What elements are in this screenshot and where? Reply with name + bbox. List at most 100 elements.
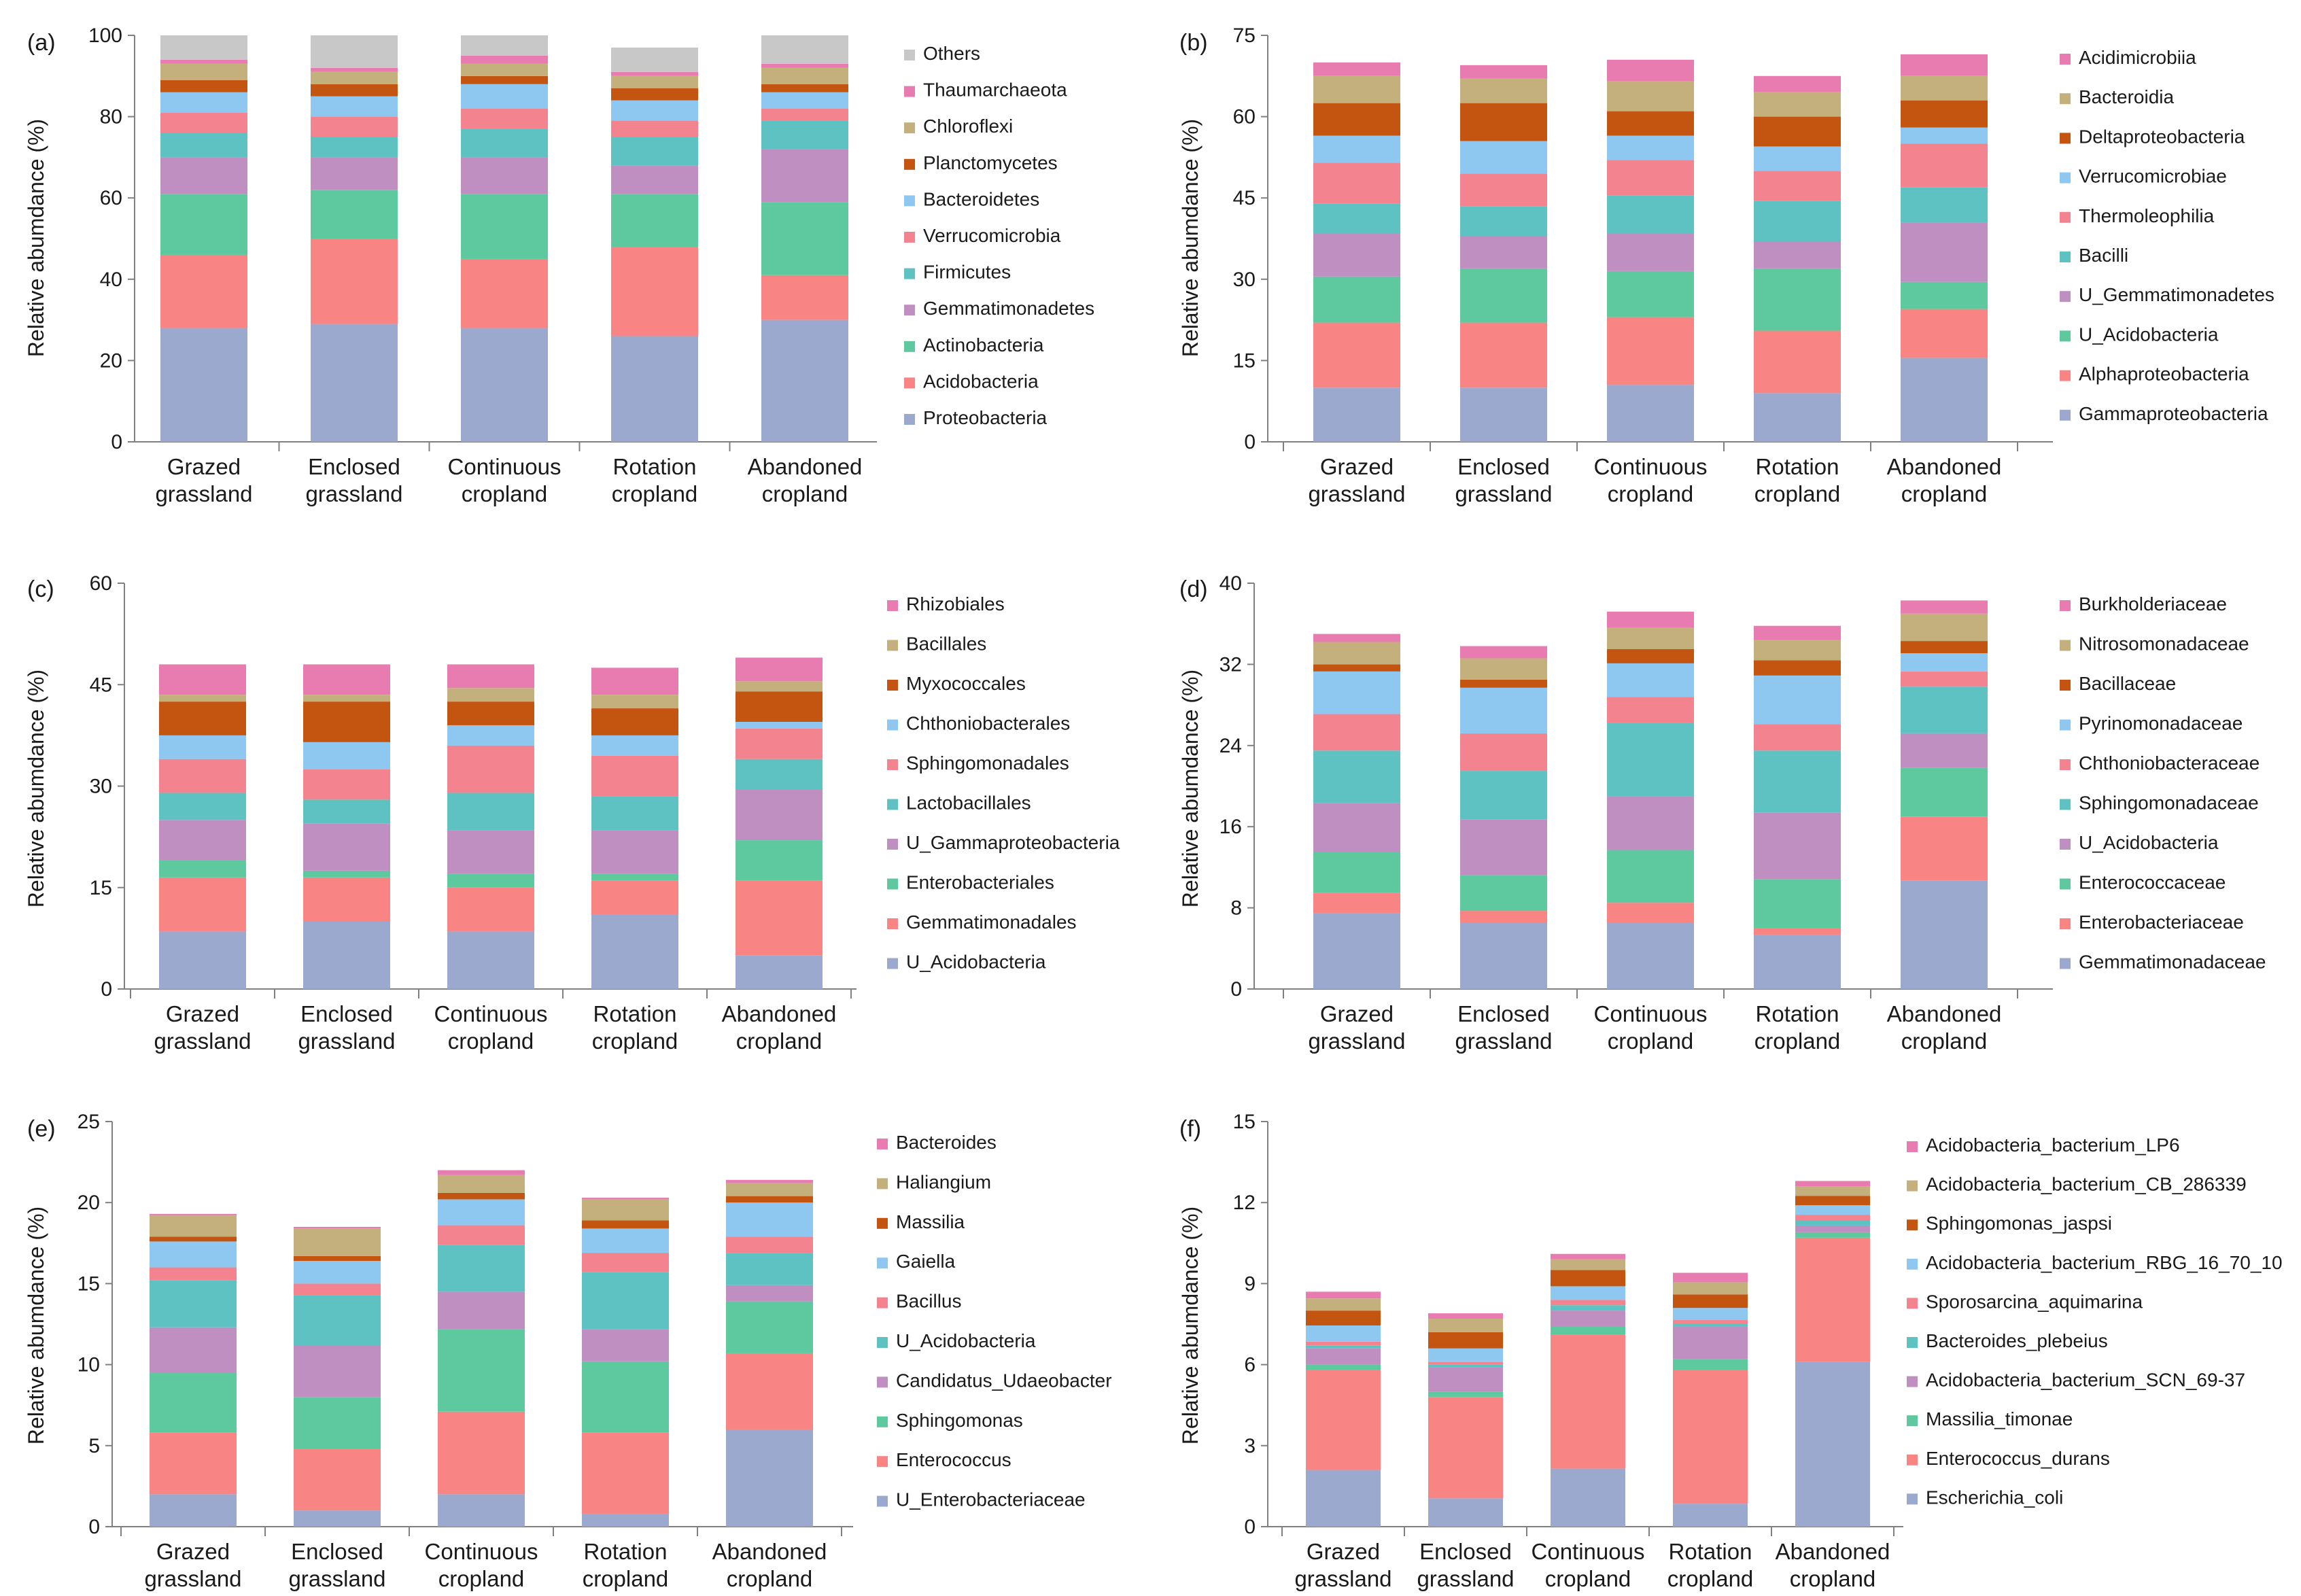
bar-segment bbox=[1306, 1370, 1381, 1470]
x-tick-label: Continuous cropland bbox=[1594, 1001, 1708, 1054]
x-tick-label: Enclosed grassland bbox=[305, 454, 402, 506]
chart-panel: (a) Relative abumdance (%) 0 20 40 60 80 100 Gra… bbox=[24, 24, 1094, 506]
legend-label: Bacteroidetes bbox=[923, 188, 1039, 209]
bar-segment bbox=[311, 35, 398, 68]
bar-segment bbox=[1673, 1326, 1748, 1359]
bar-segment bbox=[1460, 65, 1547, 79]
bar-segment bbox=[1428, 1361, 1503, 1365]
legend-swatch bbox=[904, 158, 915, 170]
bar-segment bbox=[461, 157, 548, 194]
x-tick-label: Continuous cropland bbox=[448, 454, 561, 506]
bar-segment bbox=[1754, 92, 1841, 117]
bar-segment bbox=[1607, 796, 1694, 850]
legend-label: U_Acidobacteria bbox=[2079, 832, 2219, 853]
legend-swatch bbox=[904, 414, 915, 425]
bar-segment bbox=[1313, 892, 1400, 914]
bar-segment bbox=[1306, 1341, 1381, 1346]
bar-segment bbox=[461, 194, 548, 259]
legend-label: Planctomycetes bbox=[923, 152, 1058, 173]
legend-label: Acidimicrobiia bbox=[2079, 47, 2196, 68]
bar-segment bbox=[447, 701, 534, 725]
legend-label: Lactobacillales bbox=[906, 793, 1031, 814]
bar-segment bbox=[1313, 62, 1400, 76]
bar-segment bbox=[736, 728, 823, 759]
legend-swatch bbox=[2060, 680, 2071, 691]
bar-segment bbox=[736, 955, 823, 989]
bar-segment bbox=[591, 830, 678, 874]
legend-swatch bbox=[1907, 1298, 1918, 1309]
legend-label: U_Acidobacteria bbox=[2079, 324, 2219, 345]
bar-segment bbox=[1754, 116, 1841, 147]
bar-segment bbox=[150, 1432, 237, 1495]
bar-segment bbox=[303, 799, 390, 824]
bar-segment bbox=[1306, 1325, 1381, 1342]
bar-segment bbox=[303, 742, 390, 769]
legend-label: Enterococcaceae bbox=[2079, 872, 2226, 893]
legend-swatch bbox=[1907, 1493, 1918, 1505]
bar-segment bbox=[1460, 771, 1547, 820]
legend-swatch bbox=[2060, 54, 2071, 65]
bar-segment bbox=[1754, 146, 1841, 171]
legend-label: Proteobacteria bbox=[923, 407, 1048, 428]
legend-label: Acidobacteria_bacterium_LP6 bbox=[1926, 1134, 2180, 1156]
bar-segment bbox=[1313, 162, 1400, 204]
legend-label: Enterococcus bbox=[896, 1449, 1011, 1470]
y-tick-label: 15 bbox=[1233, 349, 1256, 372]
bar-segment bbox=[160, 112, 247, 133]
x-tick-label: Grazed grassland bbox=[1308, 454, 1405, 506]
legend-swatch bbox=[877, 1139, 888, 1149]
bar-segment bbox=[159, 701, 246, 735]
bar-segment bbox=[1607, 317, 1694, 385]
legend-label: Gaiella bbox=[896, 1251, 956, 1272]
bar-segment bbox=[159, 931, 246, 989]
bar-segment bbox=[1460, 679, 1547, 688]
legend-label: Deltaproteobacteria bbox=[2079, 126, 2245, 147]
bar-segment bbox=[591, 873, 678, 881]
bar-segment bbox=[582, 1220, 669, 1229]
legend-label: Bacteroides_plebeius bbox=[1926, 1330, 2108, 1351]
bar-segment bbox=[1306, 1470, 1381, 1527]
bar-segment bbox=[591, 695, 678, 709]
bar-segment bbox=[303, 701, 390, 742]
bar-segment bbox=[1313, 750, 1400, 803]
legend-label: Acidobacteria bbox=[923, 370, 1039, 392]
bar-segment bbox=[1607, 59, 1694, 82]
legend-swatch bbox=[904, 122, 915, 134]
bar-segment bbox=[1460, 819, 1547, 875]
bar-segment bbox=[438, 1245, 525, 1292]
legend-swatch bbox=[2060, 839, 2071, 850]
bar-segment bbox=[159, 860, 246, 878]
bar-segment bbox=[1551, 1259, 1625, 1270]
bar-segment bbox=[447, 745, 534, 793]
bar-segment bbox=[582, 1199, 669, 1221]
bar-segment bbox=[438, 1199, 525, 1226]
legend-label: Thermoleophilia bbox=[2079, 205, 2215, 226]
bar-segment bbox=[1673, 1272, 1748, 1283]
y-tick-label: 24 bbox=[1219, 735, 1242, 757]
bar-segment bbox=[1428, 1498, 1503, 1527]
bar-segment bbox=[303, 823, 390, 871]
bar-segment bbox=[461, 84, 548, 109]
bar-segment bbox=[1607, 81, 1694, 111]
bar-segment bbox=[591, 880, 678, 915]
bar-segment bbox=[611, 47, 698, 72]
legend-swatch bbox=[887, 640, 898, 651]
bar-segment bbox=[1460, 78, 1547, 103]
legend-label: Chloroflexi bbox=[923, 116, 1013, 137]
bar-segment bbox=[159, 664, 246, 695]
bar-segment bbox=[1313, 276, 1400, 323]
bar-segment bbox=[1607, 697, 1694, 723]
bar-segment bbox=[582, 1198, 669, 1200]
legend-label: Gemmatimonadetes bbox=[923, 298, 1094, 319]
bar-segment bbox=[591, 796, 678, 831]
bar-segment bbox=[150, 1372, 237, 1433]
bar-segment bbox=[438, 1175, 525, 1193]
bar-segment bbox=[1901, 358, 1988, 442]
y-tick-label: 0 bbox=[1244, 1516, 1256, 1538]
x-tick-label: Continuous cropland bbox=[1532, 1539, 1645, 1591]
bar-segment bbox=[1460, 733, 1547, 771]
bar-segment bbox=[1460, 658, 1547, 680]
legend-swatch bbox=[2060, 640, 2071, 651]
bar-segment bbox=[1754, 75, 1841, 92]
